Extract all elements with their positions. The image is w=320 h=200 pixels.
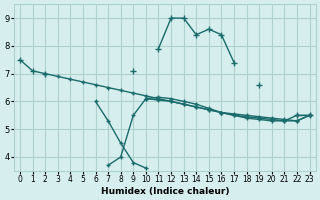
X-axis label: Humidex (Indice chaleur): Humidex (Indice chaleur): [100, 187, 229, 196]
